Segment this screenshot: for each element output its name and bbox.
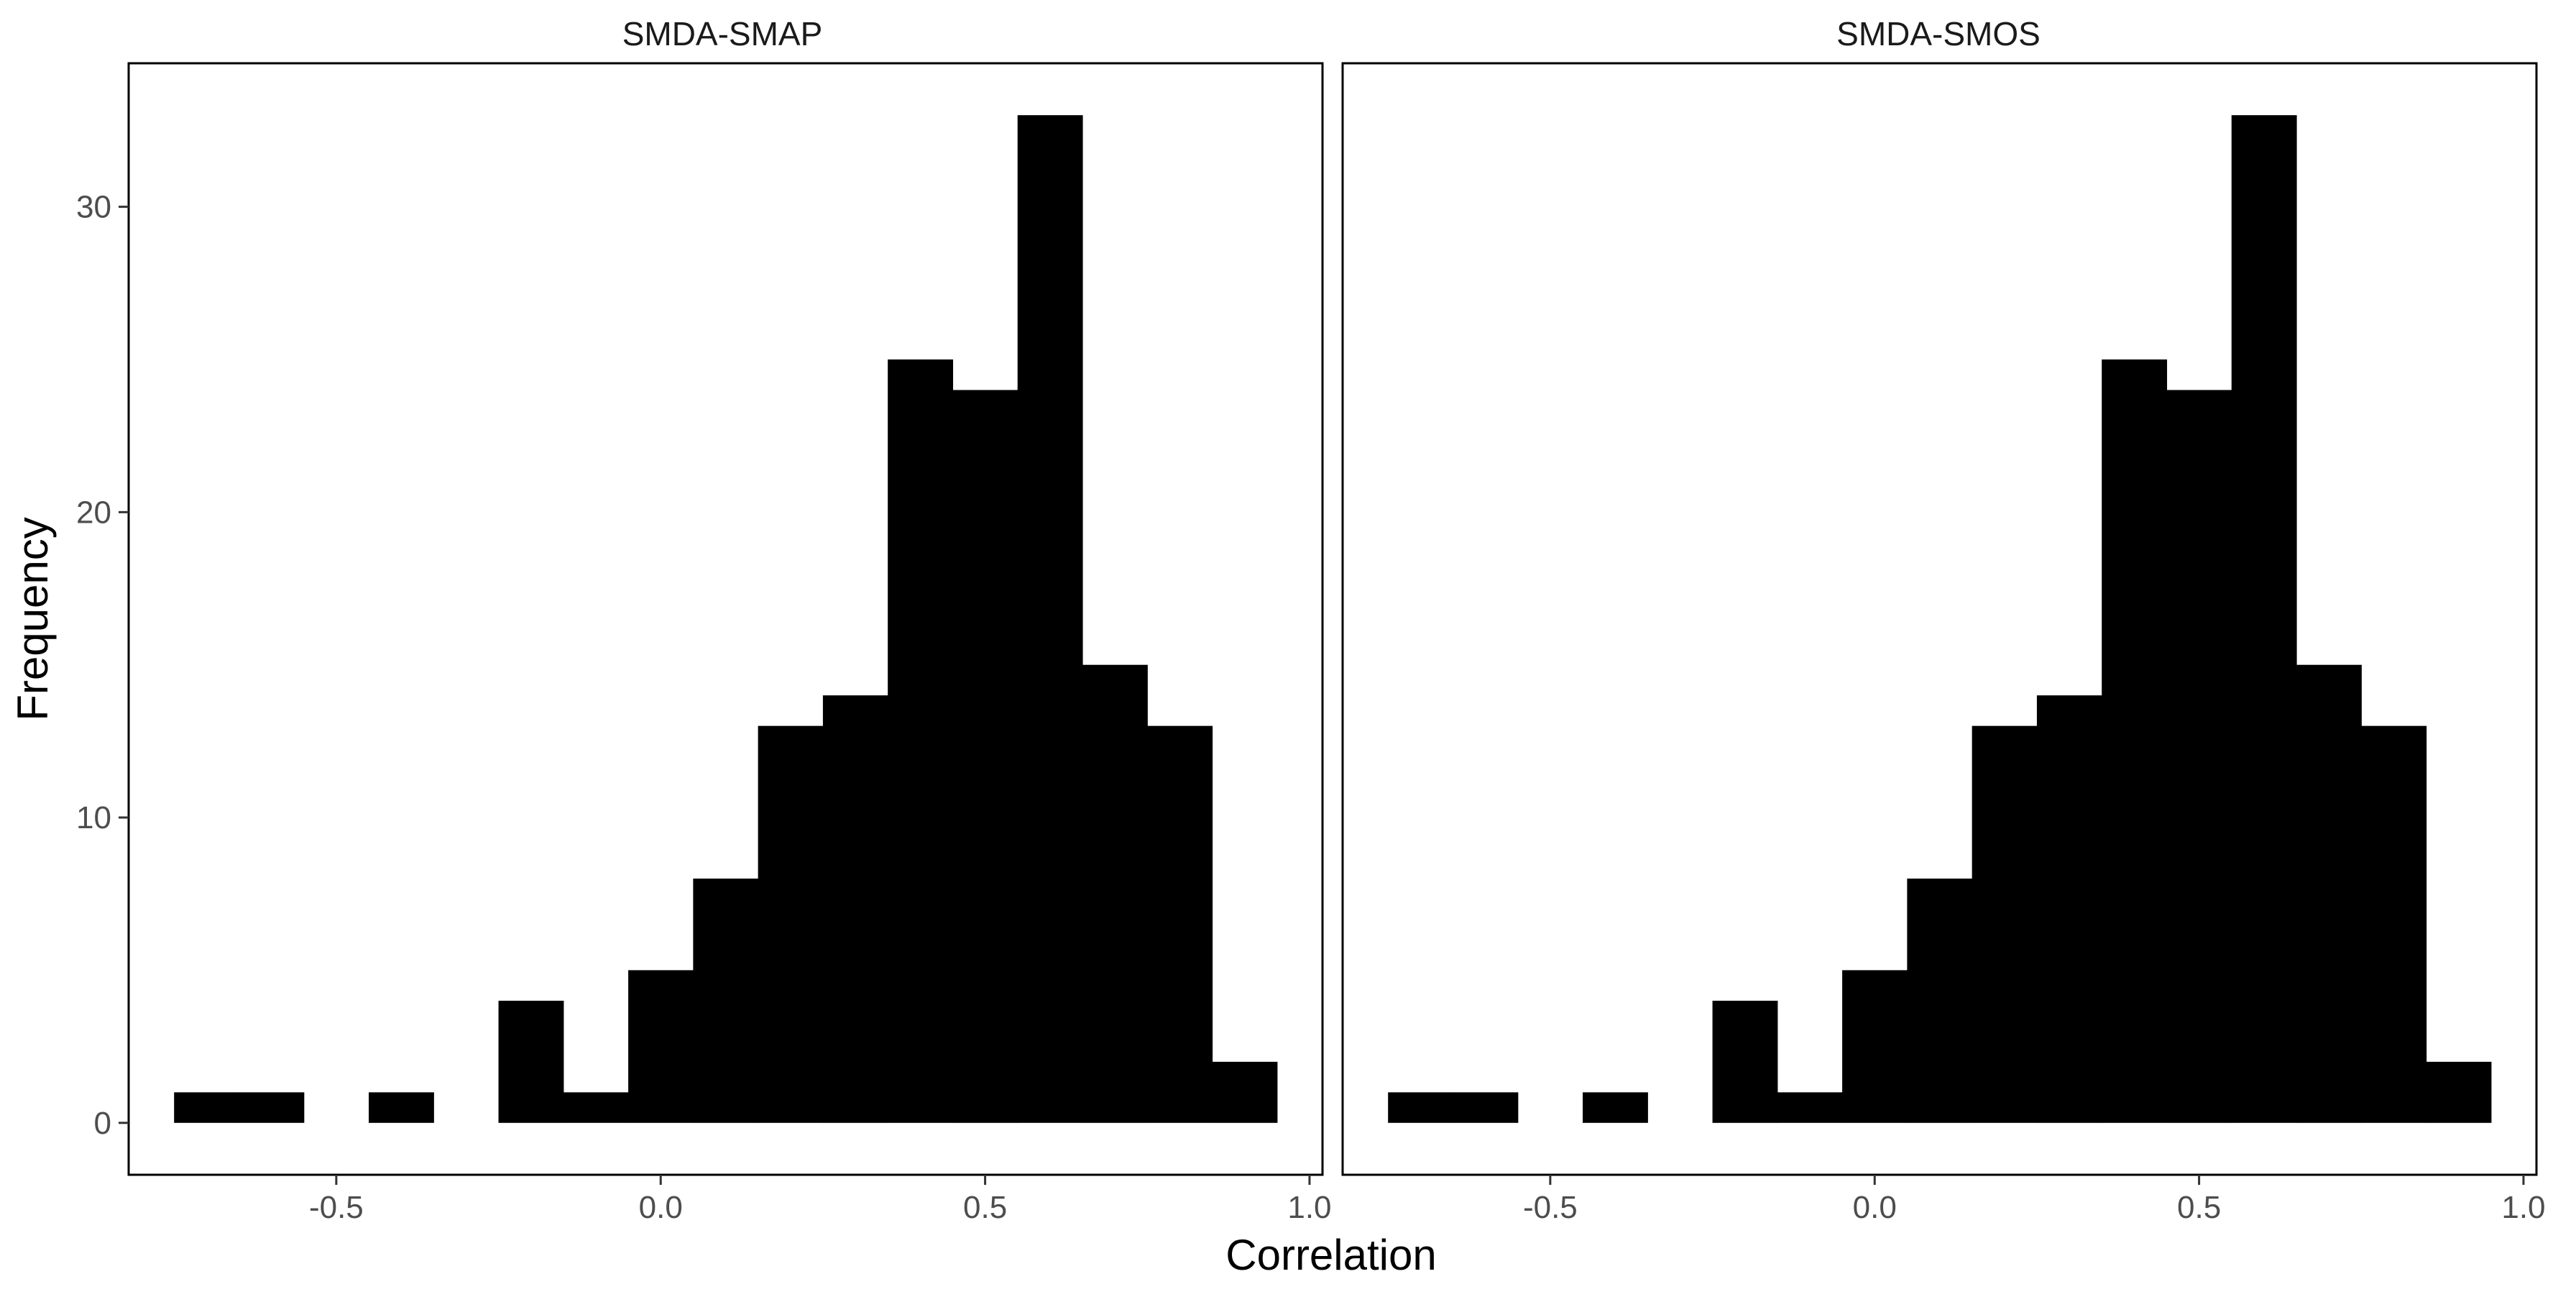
histogram-bar <box>1972 725 2038 1123</box>
x-axis-label: Correlation <box>1225 1231 1436 1279</box>
histogram-bar <box>1082 664 1148 1123</box>
y-axis-label: Frequency <box>9 517 57 720</box>
histogram-bar <box>1388 1092 1454 1123</box>
histogram-bar <box>2166 390 2232 1123</box>
y-tick-label: 10 <box>76 800 111 835</box>
histogram-bar <box>628 970 694 1123</box>
panel-smda-smos: SMDA-SMOS -0.5 0.0 0.5 1.0 <box>1341 15 2546 1225</box>
bars-smda-smap <box>174 115 1278 1123</box>
histogram-bar <box>2036 695 2102 1123</box>
histogram-bar <box>1017 115 1083 1123</box>
y-tick-label: 20 <box>76 495 111 530</box>
histogram-bar <box>1907 879 1973 1123</box>
x-tick-label: 1.0 <box>1287 1190 1331 1225</box>
histogram-bar <box>2231 115 2297 1123</box>
x-tick-label: 0.5 <box>2177 1190 2221 1225</box>
histogram-bar <box>369 1092 434 1123</box>
x-axis-ticks-smda-smap: -0.5 0.0 0.5 1.0 <box>309 1175 1332 1225</box>
histogram-bar <box>952 390 1018 1123</box>
histogram-bar <box>758 725 824 1123</box>
panel-border-smda-smos <box>1341 62 2538 1176</box>
x-tick-label: 1.0 <box>2501 1190 2545 1225</box>
histogram-bar <box>1453 1092 1519 1123</box>
x-tick-label: 0.0 <box>1853 1190 1897 1225</box>
x-tick-label: -0.5 <box>309 1190 364 1225</box>
panel-border-smda-smap <box>127 62 1324 1176</box>
histogram-bar <box>563 1092 629 1123</box>
x-axis-ticks-smda-smos: -0.5 0.0 0.5 1.0 <box>1523 1175 2546 1225</box>
histogram-bar <box>1212 1061 1278 1123</box>
panel-title-smda-smap: SMDA-SMAP <box>622 15 823 52</box>
histogram-bar <box>498 1000 564 1123</box>
x-tick-label: 0.0 <box>639 1190 683 1225</box>
histogram-bar <box>1777 1092 1843 1123</box>
panel-title-smda-smos: SMDA-SMOS <box>1836 15 2041 52</box>
histogram-bar <box>174 1092 240 1123</box>
histogram-bar <box>1842 970 1908 1123</box>
histogram-bar <box>693 879 759 1123</box>
histogram-bar <box>239 1092 305 1123</box>
bars-smda-smos <box>1388 115 2492 1123</box>
histogram-bar <box>1712 1000 1778 1123</box>
x-tick-label: -0.5 <box>1523 1190 1578 1225</box>
histogram-bar <box>2361 725 2427 1123</box>
histogram-bar <box>1583 1092 1648 1123</box>
histogram-bar <box>2426 1061 2492 1123</box>
y-axis-ticks: 0 10 20 30 <box>76 190 129 1141</box>
histogram-bar <box>888 359 954 1123</box>
histogram-bar <box>1147 725 1213 1123</box>
x-tick-label: 0.5 <box>963 1190 1007 1225</box>
histogram-bar <box>2296 664 2362 1123</box>
panel-smda-smap: SMDA-SMAP 0 10 20 30 -0.5 0.0 0.5 1.0 <box>76 15 1331 1225</box>
y-tick-label: 30 <box>76 190 111 225</box>
histogram-bar <box>822 695 888 1123</box>
y-tick-label: 0 <box>94 1106 111 1141</box>
histogram-bar <box>2102 359 2168 1123</box>
